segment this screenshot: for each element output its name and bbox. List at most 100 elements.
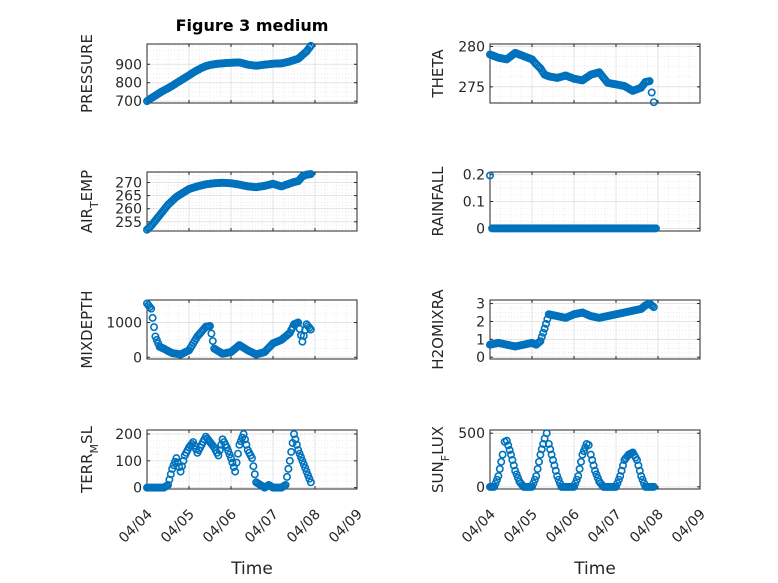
data-point [306, 478, 315, 487]
data-point [571, 479, 580, 488]
y-tick-label: 200 [115, 427, 142, 443]
y-tick-label: 0 [133, 481, 142, 497]
y-tick-label: 900 [115, 57, 142, 73]
data-point [281, 480, 290, 489]
x-tick-label: 04/06 [200, 506, 240, 546]
data-point [231, 467, 240, 476]
data-point [529, 479, 538, 488]
data-point [539, 328, 548, 337]
data-point [647, 88, 656, 97]
y-axis-label: TERRMSL [78, 425, 101, 494]
x-tick-label: 04/05 [158, 507, 198, 547]
data-point [613, 479, 622, 488]
data-point [301, 463, 310, 472]
x-tick-label: 04/09 [326, 507, 366, 547]
data-point [222, 443, 231, 452]
data-point [282, 472, 291, 481]
data-point [225, 450, 234, 459]
data-point [148, 313, 157, 322]
y-tick-label: 0 [476, 480, 485, 496]
data-point [172, 454, 181, 463]
data-point [649, 303, 658, 312]
subplot-mixdepth: 0 1000 MIXDEPTH [78, 290, 358, 369]
data-point [299, 460, 308, 469]
x-tick-label: 04/08 [284, 507, 324, 547]
x-axis-label: Time [230, 559, 273, 579]
subplot-terr-msl: 0 100 200 TERRMSL 04/04 04/05 04/06 04/07 04/08 0… [78, 425, 366, 579]
data-point [584, 441, 593, 450]
data-point [638, 475, 647, 484]
data-point [505, 446, 514, 455]
data-point [532, 472, 541, 481]
y-tick-label: 800 [115, 76, 142, 92]
axes-box [489, 429, 701, 490]
data-point [248, 454, 257, 463]
data-point [590, 466, 599, 475]
y-tick-label: 500 [458, 426, 485, 442]
data-point [232, 458, 241, 467]
data-point [592, 470, 601, 479]
x-tick-label: 04/06 [543, 506, 583, 546]
data-point [298, 456, 307, 465]
subplot-theta: 275 280 THETA [429, 39, 701, 107]
data-point [553, 472, 562, 481]
data-point [542, 429, 551, 438]
data-point [536, 337, 545, 346]
data-point [250, 470, 259, 479]
data-point [527, 482, 536, 491]
data-point [530, 475, 539, 484]
y-tick-label: 265 [115, 189, 142, 205]
y-tick-label: 3 [476, 297, 485, 313]
x-tick-label: 04/04 [459, 506, 499, 546]
y-tick-label: 1 [476, 332, 485, 348]
data-point [249, 462, 258, 471]
axes-box [146, 171, 358, 232]
x-tick-label: 04/08 [627, 507, 667, 547]
data-point [227, 454, 236, 463]
data-point [576, 457, 585, 466]
x-tick-label: 04/05 [501, 507, 541, 547]
data-point [611, 482, 620, 491]
data-point [648, 301, 657, 310]
data-point [651, 224, 660, 233]
data-point [534, 457, 543, 466]
data-point [208, 337, 217, 346]
x-tick-label: 04/09 [669, 507, 709, 547]
chart-title: Figure 3 medium [176, 16, 329, 35]
subplot-sun-flux: 0 500 SUNFLUX 04/04 04/05 04/06 04/07 04/08 04/0… [429, 426, 709, 579]
data-point [554, 475, 563, 484]
y-tick-label: 2 [476, 314, 485, 330]
y-axis-label: RAINFALL [429, 166, 447, 237]
data-point [306, 170, 315, 179]
data-point [511, 466, 520, 475]
data-point [147, 304, 156, 313]
data-point [492, 475, 501, 484]
data-point [541, 319, 550, 328]
y-tick-label: 275 [458, 80, 485, 96]
data-point [504, 441, 513, 450]
data-point [533, 464, 542, 473]
data-point [207, 329, 216, 338]
data-point [494, 472, 503, 481]
data-point [569, 482, 578, 491]
x-axis-label: Time [573, 559, 616, 579]
data-point [649, 98, 658, 107]
data-point [295, 449, 304, 458]
y-axis-label: PRESSURE [78, 34, 96, 113]
axes-box [146, 429, 358, 490]
data-point [649, 482, 658, 491]
y-axis-label: SUNFLUX [429, 426, 452, 493]
data-point [540, 324, 549, 333]
data-point [537, 332, 546, 341]
data-point [495, 464, 504, 473]
data-point [189, 438, 198, 447]
x-tick-label: 04/04 [116, 506, 156, 546]
data-point [150, 323, 159, 332]
data-point [236, 437, 245, 446]
y-tick-label: 100 [115, 454, 142, 470]
y-tick-label: 270 [115, 175, 142, 191]
y-tick-label: 0 [133, 350, 142, 366]
data-point [145, 302, 154, 311]
y-tick-label: 0.1 [463, 195, 485, 211]
y-tick-label: 0.2 [463, 168, 485, 184]
